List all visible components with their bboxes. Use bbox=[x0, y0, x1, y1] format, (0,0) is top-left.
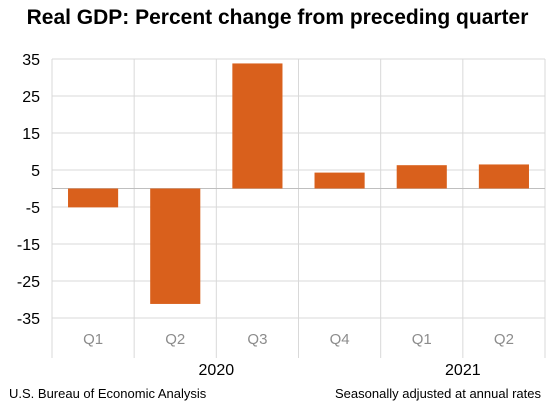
x-tick-label: Q2 bbox=[165, 331, 185, 348]
adjustment-note: Seasonally adjusted at annual rates bbox=[335, 386, 541, 401]
bar-3 bbox=[232, 63, 283, 189]
y-tick-label: 5 bbox=[31, 163, 40, 180]
bar-6 bbox=[478, 164, 529, 189]
source-note: U.S. Bureau of Economic Analysis bbox=[9, 386, 207, 401]
bar-2 bbox=[150, 188, 201, 304]
bar-5 bbox=[396, 165, 447, 189]
bar-1 bbox=[68, 188, 119, 208]
y-tick-label: 15 bbox=[22, 126, 40, 143]
year-group-label: 2021 bbox=[445, 362, 481, 379]
bar-4 bbox=[314, 172, 365, 189]
chart-title: Real GDP: Percent change from preceding … bbox=[26, 6, 529, 29]
y-tick-label: 25 bbox=[22, 89, 40, 106]
y-tick-label: -15 bbox=[17, 237, 40, 254]
y-tick-label: -25 bbox=[17, 274, 40, 291]
y-tick-label: -35 bbox=[17, 311, 40, 328]
x-tick-label: Q4 bbox=[330, 331, 350, 348]
x-tick-label: Q1 bbox=[83, 331, 103, 348]
y-tick-label: 35 bbox=[22, 52, 40, 69]
x-tick-label: Q1 bbox=[412, 331, 432, 348]
x-tick-label: Q2 bbox=[494, 331, 514, 348]
x-tick-label: Q3 bbox=[247, 331, 267, 348]
y-tick-label: -5 bbox=[26, 200, 40, 217]
year-group-label: 2020 bbox=[199, 362, 235, 379]
